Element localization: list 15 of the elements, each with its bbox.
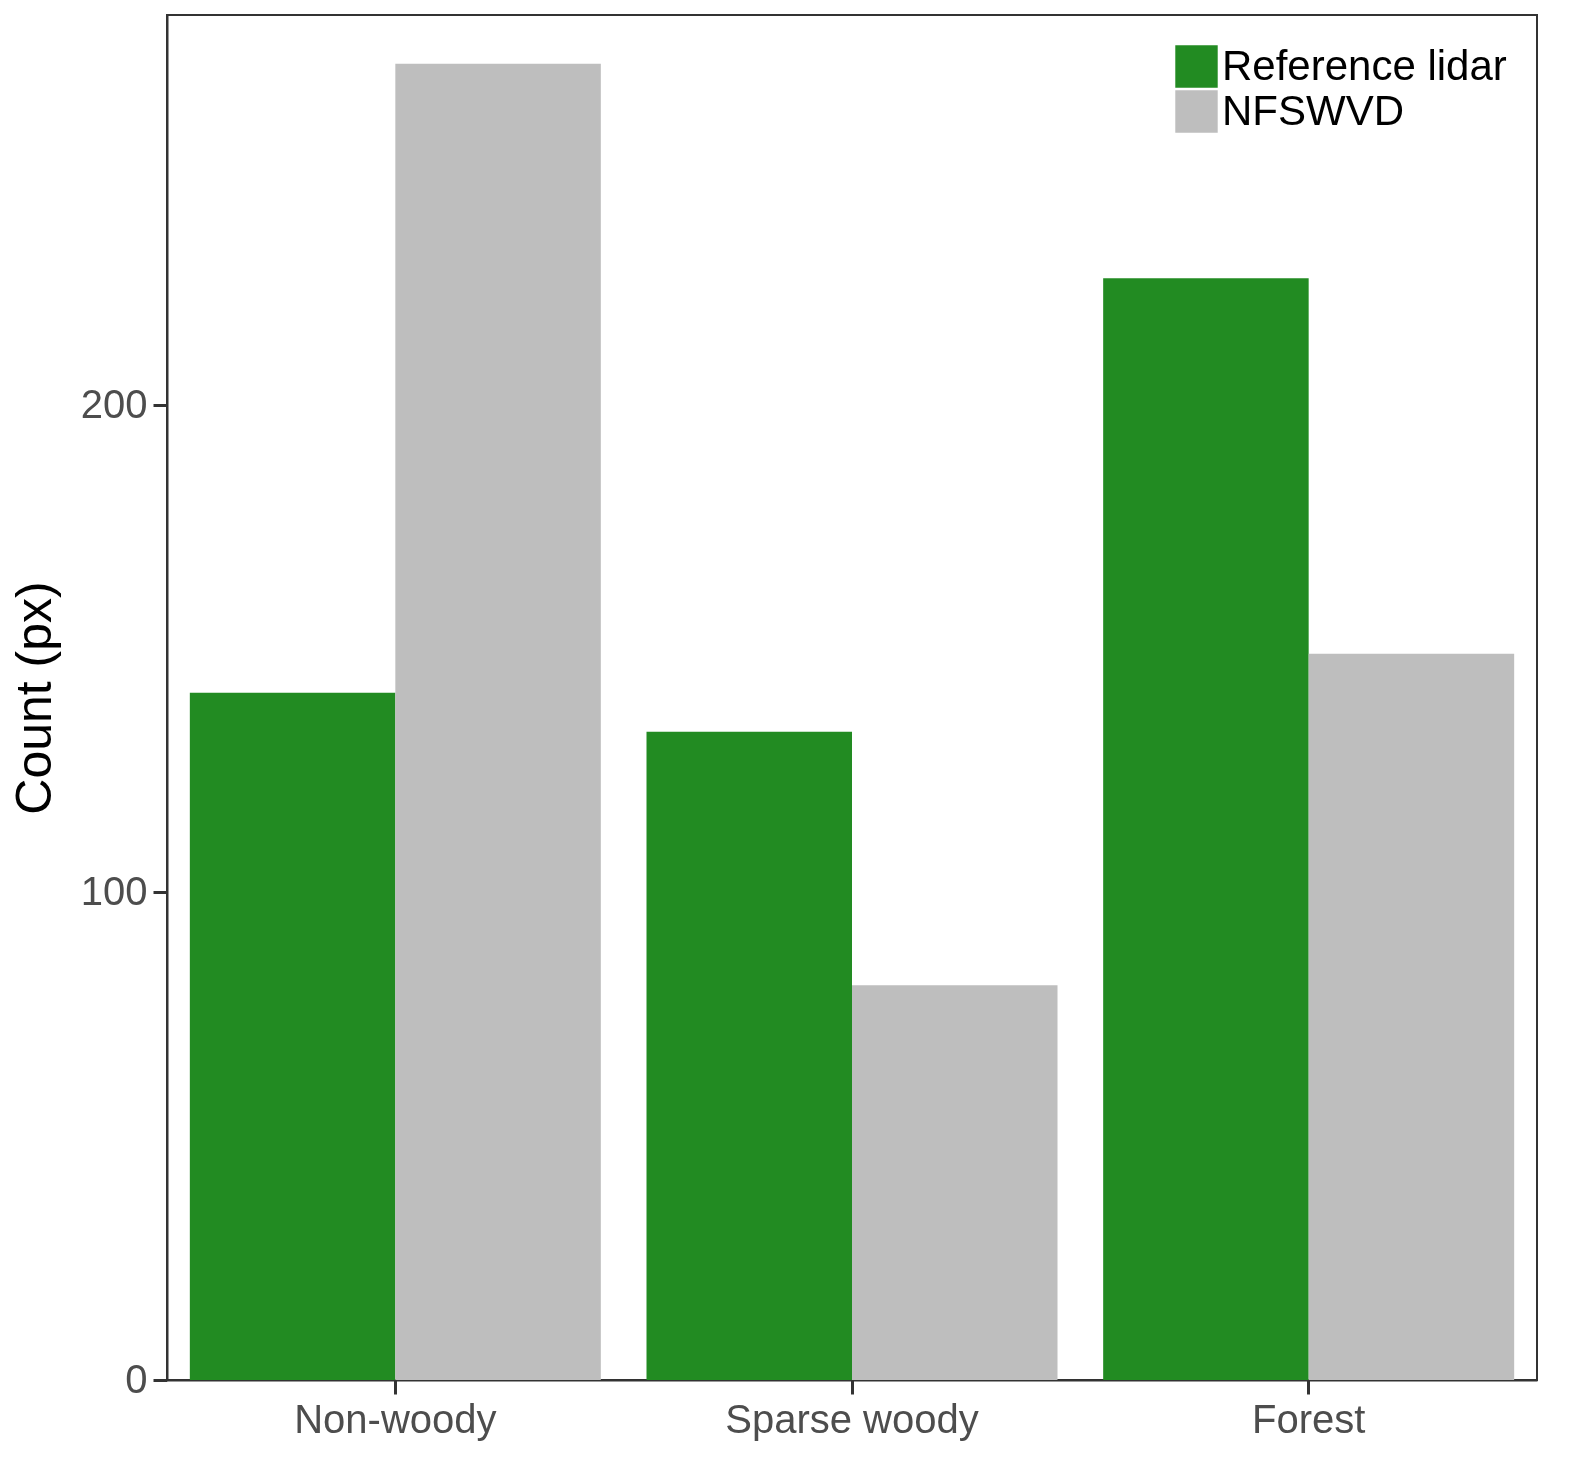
y-tick-label: 100 [80, 869, 148, 913]
y-axis-title: Count (px) [5, 581, 62, 815]
bar [646, 731, 852, 1380]
bar [189, 692, 396, 1380]
y-tick-label: 200 [80, 381, 148, 426]
x-tick-label: Non-woody [294, 1396, 497, 1441]
legend-label: NFSWVD [1222, 86, 1404, 134]
bar [1103, 278, 1309, 1380]
x-tick-label: Forest [1251, 1396, 1366, 1441]
x-tick-label: Sparse woody [725, 1396, 979, 1441]
y-tick-label: 0 [125, 1356, 148, 1401]
bar [1308, 653, 1515, 1380]
legend-label: Reference lidar [1222, 41, 1507, 89]
bar [852, 985, 1058, 1380]
bar [395, 63, 601, 1380]
